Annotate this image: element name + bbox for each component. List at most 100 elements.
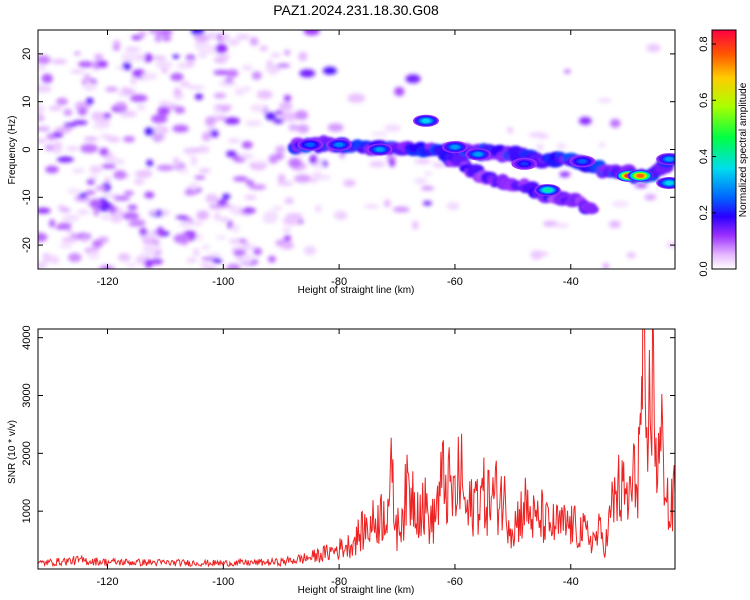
heatmap-blob — [207, 252, 222, 258]
heatmap-blob — [559, 171, 571, 178]
heatmap-blob — [273, 118, 285, 124]
heatmap-blob — [196, 210, 210, 221]
heatmap-blob — [266, 60, 273, 67]
heatmap-blob — [218, 115, 227, 121]
heatmap-blob — [263, 210, 278, 221]
heatmap-peak — [511, 157, 538, 170]
heatmap-blob — [322, 66, 337, 75]
heatmap-blob — [101, 215, 111, 220]
heatmap-blob — [446, 202, 460, 211]
heatmap-blob — [139, 227, 148, 236]
heatmap-blob — [38, 232, 48, 242]
heatmap-blob — [384, 124, 402, 132]
spectrogram-y-label: Frequency (Hz) — [7, 116, 18, 185]
heatmap-blob — [185, 150, 195, 157]
x-tick-label: -60 — [447, 276, 463, 288]
heatmap-blob — [56, 97, 68, 106]
heatmap-blob — [160, 68, 169, 73]
heatmap-blob — [244, 194, 257, 201]
heatmap-blob — [282, 226, 292, 234]
heatmap-blob — [233, 176, 248, 182]
heatmap-blob — [53, 141, 63, 149]
heatmap-blob — [225, 150, 237, 158]
heatmap-blob — [59, 243, 72, 249]
heatmap-blob — [597, 98, 612, 103]
heatmap-blob — [61, 236, 78, 243]
heatmap-blob — [334, 210, 348, 221]
heatmap-blob — [173, 233, 191, 244]
heatmap-blob — [96, 60, 108, 68]
heatmap-blob — [611, 200, 629, 208]
x-tick-label: -120 — [96, 576, 118, 588]
heatmap-blob — [41, 73, 53, 84]
heatmap-blob — [143, 53, 153, 63]
heatmap-blob — [80, 143, 99, 154]
heatmap-blob — [277, 173, 286, 183]
heatmap-blob — [212, 258, 223, 264]
heatmap-peak — [465, 148, 492, 161]
heatmap-noise — [38, 30, 675, 269]
heatmap-blob — [219, 216, 229, 223]
heatmap-peak — [569, 155, 596, 168]
heatmap-blob — [72, 168, 85, 174]
heatmap-blob — [646, 43, 661, 53]
heatmap-blob — [231, 224, 240, 233]
heatmap-blob — [309, 154, 318, 165]
heatmap-blob — [242, 207, 256, 214]
heatmap-blob — [228, 39, 240, 46]
heatmap-blob — [179, 221, 193, 228]
heatmap-peak — [366, 143, 393, 156]
heatmap-blob — [288, 157, 302, 168]
colorbar-tick-label: 0.2 — [698, 205, 710, 220]
heatmap-blob — [92, 239, 103, 248]
heatmap-blob — [248, 184, 267, 191]
heatmap-blob — [44, 144, 55, 152]
heatmap-blob — [217, 199, 228, 206]
heatmap-blob — [241, 141, 253, 149]
heatmap-blob — [268, 154, 279, 164]
heatmap-blob — [140, 252, 155, 258]
heatmap-blob — [602, 262, 610, 269]
heatmap-blob — [384, 199, 391, 208]
heatmap-blob — [634, 183, 648, 188]
heatmap-blob — [175, 215, 189, 220]
heatmap-blob — [38, 138, 47, 143]
heatmap-blob — [249, 37, 259, 46]
heatmap-blob — [234, 87, 244, 96]
snr-y-label: SNR (10 * v/v) — [7, 420, 18, 484]
heatmap-blob — [106, 136, 121, 143]
colorbar-tick-label: 0.8 — [698, 36, 710, 51]
heatmap-blob — [161, 35, 172, 42]
heatmap-blob — [38, 207, 51, 214]
heatmap-blob — [91, 111, 104, 121]
heatmap-blob — [187, 85, 205, 90]
heatmap-blob — [89, 198, 102, 209]
heatmap-blob — [154, 33, 162, 43]
heatmap-blob — [38, 261, 48, 268]
y-tick-label: 3000 — [21, 383, 33, 407]
heatmap-blob — [313, 175, 332, 180]
heatmap-blob — [530, 250, 543, 260]
colorbar-axis: 0.0 0.2 0.4 0.6 0.8 — [698, 36, 716, 277]
snr-x-axis: -120 -100 -80 -60 -40 — [96, 329, 579, 588]
heatmap-blob — [205, 116, 216, 127]
heatmap-blob — [394, 86, 405, 97]
heatmap-blob — [170, 72, 184, 82]
heatmap-blob — [294, 110, 308, 120]
heatmap-blob — [272, 206, 283, 211]
heatmap-blob — [551, 223, 570, 228]
heatmap-blob — [152, 55, 167, 61]
heatmap-blob — [57, 222, 72, 228]
heatmap-blob — [59, 207, 71, 213]
x-tick-label: -80 — [331, 276, 347, 288]
heatmap-blob — [161, 210, 170, 216]
heatmap-blob — [421, 186, 434, 191]
heatmap-blob — [49, 219, 56, 228]
heatmap-blob — [405, 74, 421, 84]
heatmap-blob — [154, 61, 173, 69]
heatmap-blob — [259, 45, 268, 52]
heatmap-blob — [113, 210, 125, 216]
heatmap-blob — [194, 93, 203, 100]
heatmap-blob — [202, 244, 210, 251]
heatmap-blob — [105, 157, 120, 164]
